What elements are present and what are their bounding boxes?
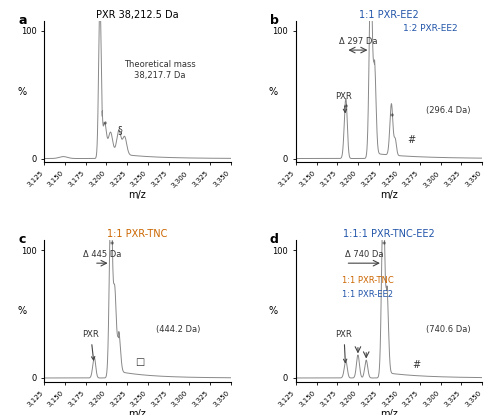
Text: *: * xyxy=(109,241,114,250)
Text: a: a xyxy=(18,14,27,27)
Text: PXR: PXR xyxy=(82,330,99,360)
Text: *: * xyxy=(103,121,107,130)
Text: *: * xyxy=(381,241,386,250)
Y-axis label: %: % xyxy=(269,87,278,97)
Text: d: d xyxy=(270,233,278,246)
Text: *: * xyxy=(390,113,394,122)
Text: #: # xyxy=(408,135,416,145)
Title: PXR 38,212.5 Da: PXR 38,212.5 Da xyxy=(96,10,179,20)
X-axis label: m/z: m/z xyxy=(380,409,398,415)
Text: □: □ xyxy=(135,357,144,367)
Text: Δ 445 Da: Δ 445 Da xyxy=(83,250,122,259)
Text: *: * xyxy=(344,104,348,113)
Text: (444.2 Da): (444.2 Da) xyxy=(156,325,201,334)
Title: 1:1 PXR-EE2: 1:1 PXR-EE2 xyxy=(359,10,419,20)
X-axis label: m/z: m/z xyxy=(380,190,398,200)
Y-axis label: %: % xyxy=(17,87,27,97)
Text: b: b xyxy=(270,14,278,27)
Text: Δ 297 Da: Δ 297 Da xyxy=(338,37,377,46)
Text: PXR: PXR xyxy=(336,92,352,112)
Title: 1:1 PXR-TNC: 1:1 PXR-TNC xyxy=(107,229,168,239)
X-axis label: m/z: m/z xyxy=(128,190,146,200)
Title: 1:1:1 PXR-TNC-EE2: 1:1:1 PXR-TNC-EE2 xyxy=(343,229,435,239)
Y-axis label: %: % xyxy=(17,306,27,316)
Text: §: § xyxy=(117,125,122,135)
Text: c: c xyxy=(18,233,26,246)
Text: Theoretical mass
38,217.7 Da: Theoretical mass 38,217.7 Da xyxy=(124,61,196,80)
Text: PXR: PXR xyxy=(336,330,352,362)
X-axis label: m/z: m/z xyxy=(128,409,146,415)
Text: 1:1 PXR-EE2: 1:1 PXR-EE2 xyxy=(342,290,394,299)
Text: (740.6 Da): (740.6 Da) xyxy=(426,325,471,334)
Text: Δ 740 Da: Δ 740 Da xyxy=(345,250,383,259)
Text: 1:2 PXR-EE2: 1:2 PXR-EE2 xyxy=(402,24,457,33)
Text: 1:1 PXR-TNC: 1:1 PXR-TNC xyxy=(342,276,394,285)
Text: #: # xyxy=(412,360,420,370)
Text: (296.4 Da): (296.4 Da) xyxy=(427,106,471,115)
Y-axis label: %: % xyxy=(269,306,278,316)
